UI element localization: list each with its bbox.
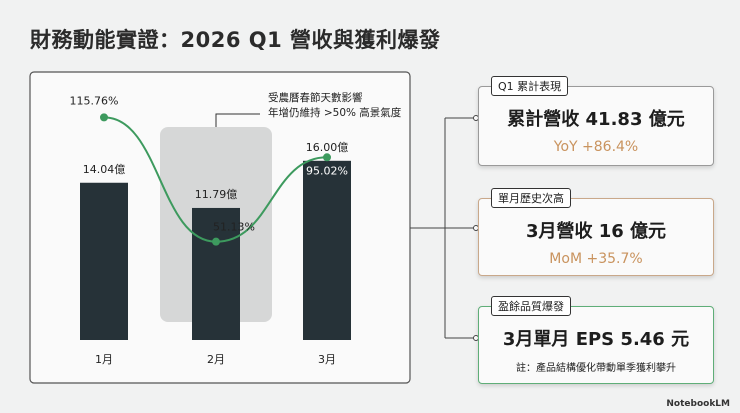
connectors: [410, 115, 479, 341]
x-tick-label: 3月: [318, 353, 336, 366]
annotation-bracket: [215, 113, 260, 127]
bar: [80, 182, 128, 340]
line-label: 95.02%: [306, 164, 348, 177]
bar-label: 14.04億: [83, 163, 126, 176]
card-main: 3月營收 16 億元: [525, 221, 667, 242]
bar: [303, 160, 351, 340]
card: 單月歷史次高 3月營收 16 億元 MoM +35.7%: [478, 188, 714, 276]
card-tag: 單月歷史次高: [491, 188, 571, 208]
line-point: [323, 153, 331, 162]
bar-label: 11.79億: [195, 188, 238, 201]
card-tag: 盈餘品質爆發: [491, 296, 571, 316]
line-point: [100, 113, 108, 122]
footer: NotebookLM: [666, 399, 730, 409]
bar-label: 16.00億: [306, 141, 349, 154]
line-label: 51.13%: [213, 221, 255, 234]
page-title: 財務動能實證：2026 Q1 營收與獲利爆發: [30, 28, 441, 52]
card: Q1 累計表現 累計營收 41.83 億元 YoY +86.4%: [478, 76, 714, 166]
annotation: 受農曆春節天數影響: [268, 91, 363, 104]
card-note: 註：產品結構優化帶動單季獲利攀升: [516, 363, 676, 374]
x-tick-label: 1月: [95, 353, 113, 366]
bar: [192, 207, 240, 340]
card-main: 累計營收 41.83 億元: [507, 109, 685, 130]
annotation: 年增仍維持 >50% 高景氣度: [268, 106, 402, 119]
card-sub: YoY +86.4%: [553, 139, 639, 155]
card-sub: MoM +35.7%: [549, 251, 643, 267]
line-label: 115.76%: [70, 94, 119, 107]
card-main: 3月單月 EPS 5.46 元: [502, 329, 690, 350]
line-point: [212, 237, 220, 246]
card: 盈餘品質爆發 3月單月 EPS 5.46 元 註：產品結構優化帶動單季獲利攀升: [478, 296, 714, 384]
card-tag: Q1 累計表現: [491, 76, 569, 96]
x-tick-label: 2月: [207, 353, 225, 366]
